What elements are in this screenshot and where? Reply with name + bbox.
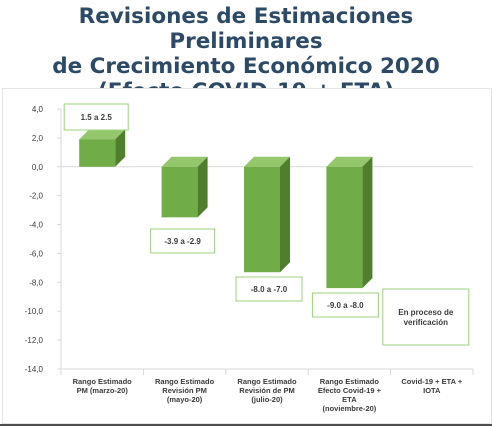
chart-title-line-1: Revisiones de Estimaciones Preliminares [78, 4, 414, 54]
y-tick-label: 2,0 [32, 134, 44, 143]
x-tick-label-line: Revisión de PM [239, 386, 294, 395]
x-tick-label: Covid-19 + ETA + IOTA [401, 377, 462, 395]
bar-side [115, 129, 126, 167]
data-label-box [311, 292, 379, 318]
data-label-line: -3.9 a -2.9 [164, 237, 201, 246]
x-tick-label: Rango Estimado Revisión de PM (julio-20) [237, 377, 297, 404]
data-label: En proceso de verificación [398, 308, 454, 327]
bar-side [280, 156, 290, 273]
x-tick-label-line: Rango Estimado [237, 377, 297, 386]
x-tick-label-line: ETA [342, 395, 357, 404]
y-tick-label: -2,0 [29, 192, 43, 201]
data-label-line: verificación [404, 318, 449, 327]
bar-side [197, 156, 208, 218]
bar [161, 166, 198, 218]
x-tick-label: Rango Estimado Revisión PM (mayo-20) [155, 377, 215, 404]
bar-top [326, 156, 373, 167]
bar-chart: 4,0 2,0 0,0 -2,0 -4,0 -6,0 -8,0 -10,0 -12,0 -14,0… [25, 103, 474, 413]
chart-title-line-2: de Crecimiento Económico 2020 [52, 54, 440, 79]
y-tick-label: -4,0 [29, 221, 43, 230]
x-tick-label-line: (mayo-20) [167, 395, 203, 404]
bar-top [244, 156, 290, 167]
x-tick-label-line: Rango Estimado [155, 377, 215, 386]
y-tick-label: -6,0 [29, 249, 43, 258]
data-label: -8.0 a -7.0 [251, 285, 288, 294]
x-tick-label-line: (julio-20) [251, 395, 283, 404]
y-tick-label: 0,0 [32, 163, 44, 172]
page-bottom-rule [0, 424, 492, 426]
x-tick-label-line: (noviembre-20) [323, 404, 377, 413]
data-label-box [382, 288, 470, 346]
x-tick-label-line: IOTA [423, 386, 441, 395]
y-tick-label: -8,0 [29, 278, 43, 287]
bar-side [362, 156, 373, 289]
bar [244, 166, 280, 273]
x-tick-label-line: Revisión PM [162, 386, 207, 395]
bar-top [161, 156, 208, 167]
data-label-box [150, 228, 216, 254]
x-tick-label-line: PM (marzo-20) [77, 386, 129, 395]
x-tick-label-line: Rango Estimado [73, 377, 133, 386]
data-label: 1.5 a 2.5 [81, 113, 113, 122]
data-label-line: En proceso de [398, 308, 454, 317]
y-tick-label: 4,0 [32, 105, 44, 114]
data-label-line: -8.0 a -7.0 [251, 285, 288, 294]
y-tick-label: -10,0 [25, 307, 44, 316]
x-tick-label-line: Covid-19 + ETA + [401, 377, 462, 386]
x-tick-label: Rango Estimado PM (marzo-20) [73, 377, 133, 395]
bar-top [79, 129, 126, 140]
data-label: -9.0 a -8.0 [327, 301, 364, 310]
x-tick-label-line: Efecto Covid-19 + [318, 386, 382, 395]
data-label-line: 1.5 a 2.5 [81, 113, 113, 122]
bar [79, 139, 116, 167]
data-label: -3.9 a -2.9 [164, 237, 201, 246]
data-label-box [235, 276, 303, 302]
data-label-box [63, 103, 129, 131]
y-tick-label: -14,0 [25, 365, 44, 374]
chart-panel: 4,0 2,0 0,0 -2,0 -4,0 -6,0 -8,0 -10,0 -12,0 -14,0… [2, 88, 492, 424]
y-tick-label: -12,0 [25, 336, 44, 345]
x-tick-label: Rango Estimado Efecto Covid-19 + ETA (novie… [318, 377, 382, 413]
data-label-line: -9.0 a -8.0 [327, 301, 364, 310]
bar [326, 166, 363, 289]
x-tick-label-line: Rango Estimado [320, 377, 380, 386]
